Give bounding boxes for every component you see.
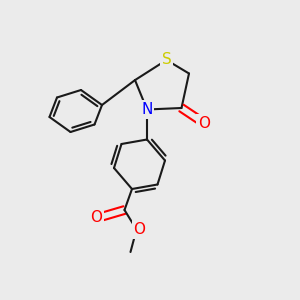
Text: S: S bbox=[162, 52, 171, 68]
Text: O: O bbox=[198, 116, 210, 130]
Text: O: O bbox=[134, 222, 146, 237]
Text: N: N bbox=[141, 102, 153, 117]
Text: O: O bbox=[90, 210, 102, 225]
